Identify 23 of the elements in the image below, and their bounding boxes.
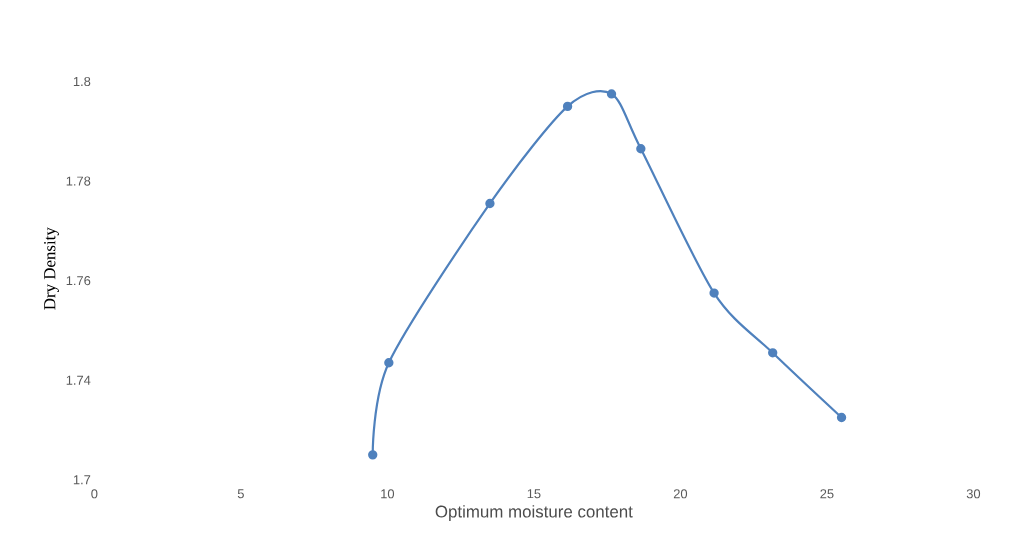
- point: [836, 412, 847, 423]
- point: [709, 288, 719, 298]
- point: [384, 357, 394, 368]
- x-axis-title: Optimum moisture content: [435, 505, 633, 521]
- x-tick-label: 30: [966, 489, 981, 499]
- x-tick-label: 20: [673, 489, 688, 499]
- x-tick-label: 0: [91, 489, 98, 499]
- x-tick-label: 5: [237, 489, 244, 499]
- point: [636, 143, 646, 154]
- point: [485, 198, 495, 208]
- y-tick-label: 1.76: [66, 275, 91, 286]
- x-tick-label: 15: [527, 489, 541, 499]
- y-tick-label: 1.8: [73, 76, 91, 86]
- point: [562, 101, 573, 111]
- point: [368, 450, 378, 460]
- point: [606, 89, 617, 99]
- point: [768, 347, 778, 358]
- x-tick-label: 25: [820, 489, 834, 499]
- y-tick-label: 1.78: [66, 176, 91, 186]
- y-axis-title: Dry Density: [44, 227, 59, 310]
- y-tick-label: 1.74: [66, 375, 91, 385]
- x-tick-label: 10: [381, 489, 395, 499]
- y-tick-label: 1.7: [73, 475, 91, 485]
